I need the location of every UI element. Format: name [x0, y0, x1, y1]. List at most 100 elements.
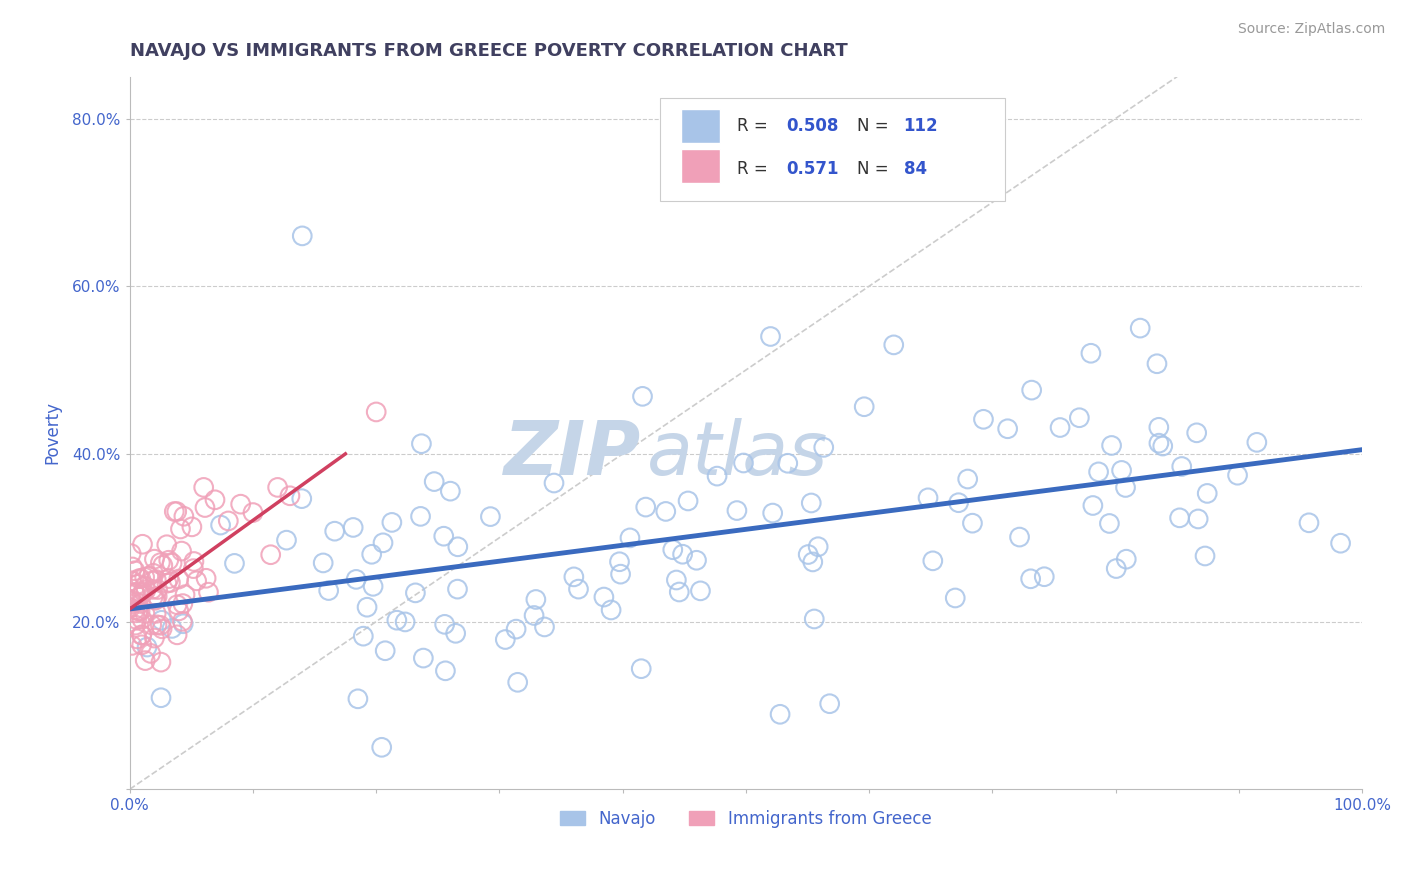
Point: [543, 476, 565, 491]
Point: [631, 389, 654, 403]
Point: [725, 503, 748, 517]
Text: ZIP: ZIP: [503, 417, 641, 491]
Point: [150, 690, 173, 705]
Text: 112: 112: [904, 118, 938, 136]
Point: [167, 604, 190, 618]
Point: [141, 574, 163, 588]
Point: [361, 579, 384, 593]
Point: [323, 524, 346, 539]
Point: [1329, 536, 1351, 550]
Point: [479, 509, 502, 524]
Point: [132, 585, 155, 599]
Point: [145, 573, 167, 587]
Point: [352, 629, 374, 643]
Point: [634, 500, 657, 514]
Point: [689, 583, 711, 598]
Point: [676, 494, 699, 508]
Point: [197, 585, 219, 599]
Point: [1033, 570, 1056, 584]
Point: [143, 552, 166, 566]
Point: [962, 516, 984, 531]
Text: N =: N =: [856, 118, 894, 136]
Point: [173, 509, 195, 524]
Point: [131, 537, 153, 551]
Point: [121, 560, 143, 574]
Point: [266, 480, 288, 494]
Point: [1115, 481, 1137, 495]
Text: NAVAJO VS IMMIGRANTS FROM GREECE POVERTY CORRELATION CHART: NAVAJO VS IMMIGRANTS FROM GREECE POVERTY…: [129, 42, 848, 60]
Point: [917, 491, 939, 505]
Point: [404, 586, 426, 600]
Point: [506, 675, 529, 690]
Point: [174, 588, 197, 602]
Point: [409, 509, 432, 524]
Point: [160, 621, 183, 635]
Point: [706, 469, 728, 483]
Point: [209, 518, 232, 533]
Point: [671, 547, 693, 561]
Point: [166, 504, 188, 518]
Text: 84: 84: [904, 161, 927, 178]
Point: [1194, 549, 1216, 563]
Point: [120, 595, 142, 609]
Point: [131, 612, 153, 626]
Point: [141, 618, 163, 632]
Point: [186, 574, 208, 588]
Point: [366, 405, 388, 419]
Point: [169, 522, 191, 536]
Point: [759, 329, 782, 343]
Point: [1226, 468, 1249, 483]
Point: [156, 576, 179, 591]
Point: [381, 516, 404, 530]
Point: [600, 603, 623, 617]
Point: [524, 592, 547, 607]
Point: [1187, 512, 1209, 526]
Point: [1152, 439, 1174, 453]
Point: [997, 422, 1019, 436]
Point: [347, 691, 370, 706]
Point: [149, 556, 172, 570]
Point: [1147, 420, 1170, 434]
Legend: Navajo, Immigrants from Greece: Navajo, Immigrants from Greece: [554, 803, 938, 834]
Point: [143, 593, 166, 607]
Point: [1115, 552, 1137, 566]
Point: [818, 697, 841, 711]
Point: [217, 514, 239, 528]
Point: [157, 553, 180, 567]
Point: [800, 496, 823, 510]
Point: [120, 547, 142, 561]
Point: [1147, 436, 1170, 450]
Point: [1098, 516, 1121, 531]
Point: [152, 558, 174, 573]
Point: [434, 664, 457, 678]
Point: [447, 540, 470, 554]
Point: [807, 540, 830, 554]
Point: [276, 533, 298, 548]
Point: [134, 607, 156, 621]
Point: [394, 615, 416, 629]
Point: [1146, 357, 1168, 371]
Text: N =: N =: [856, 161, 894, 178]
Point: [883, 338, 905, 352]
Point: [411, 436, 433, 450]
Point: [146, 617, 169, 632]
Point: [433, 529, 456, 543]
Point: [127, 604, 149, 618]
Point: [533, 620, 555, 634]
Point: [131, 628, 153, 642]
Point: [172, 597, 194, 611]
Point: [1246, 435, 1268, 450]
Point: [134, 579, 156, 593]
FancyBboxPatch shape: [681, 109, 720, 143]
Point: [1105, 561, 1128, 575]
Point: [160, 556, 183, 570]
Point: [523, 608, 546, 623]
Point: [166, 628, 188, 642]
Point: [1170, 459, 1192, 474]
Point: [439, 484, 461, 499]
Point: [229, 497, 252, 511]
Point: [433, 617, 456, 632]
Point: [318, 583, 340, 598]
Point: [943, 591, 966, 605]
Point: [124, 586, 146, 600]
